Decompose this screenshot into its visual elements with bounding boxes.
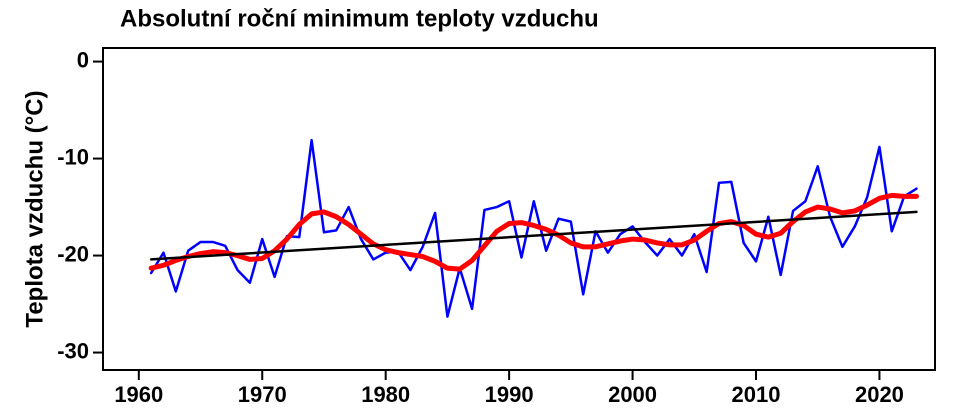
chart-title: Absolutní roční minimum teploty vzduchu bbox=[120, 5, 599, 32]
x-tick-label: 2000 bbox=[608, 382, 657, 407]
series-line bbox=[148, 192, 919, 272]
series-line bbox=[149, 210, 918, 261]
x-tick-label: 1970 bbox=[238, 382, 287, 407]
x-tick-label: 2020 bbox=[855, 382, 904, 407]
y-tick-label: 0 bbox=[77, 47, 89, 72]
plot-frame bbox=[102, 47, 936, 371]
y-axis-label: Teplota vzduchu (°C) bbox=[21, 90, 48, 327]
y-tick-label: -10 bbox=[57, 144, 89, 169]
x-tick-label: 1990 bbox=[485, 382, 534, 407]
x-tick-label: 1960 bbox=[114, 382, 163, 407]
y-tick-label: -20 bbox=[57, 241, 89, 266]
x-tick-label: 2010 bbox=[732, 382, 781, 407]
series-line bbox=[149, 138, 918, 318]
x-tick-label: 1980 bbox=[361, 382, 410, 407]
y-tick-label: -30 bbox=[57, 338, 89, 363]
